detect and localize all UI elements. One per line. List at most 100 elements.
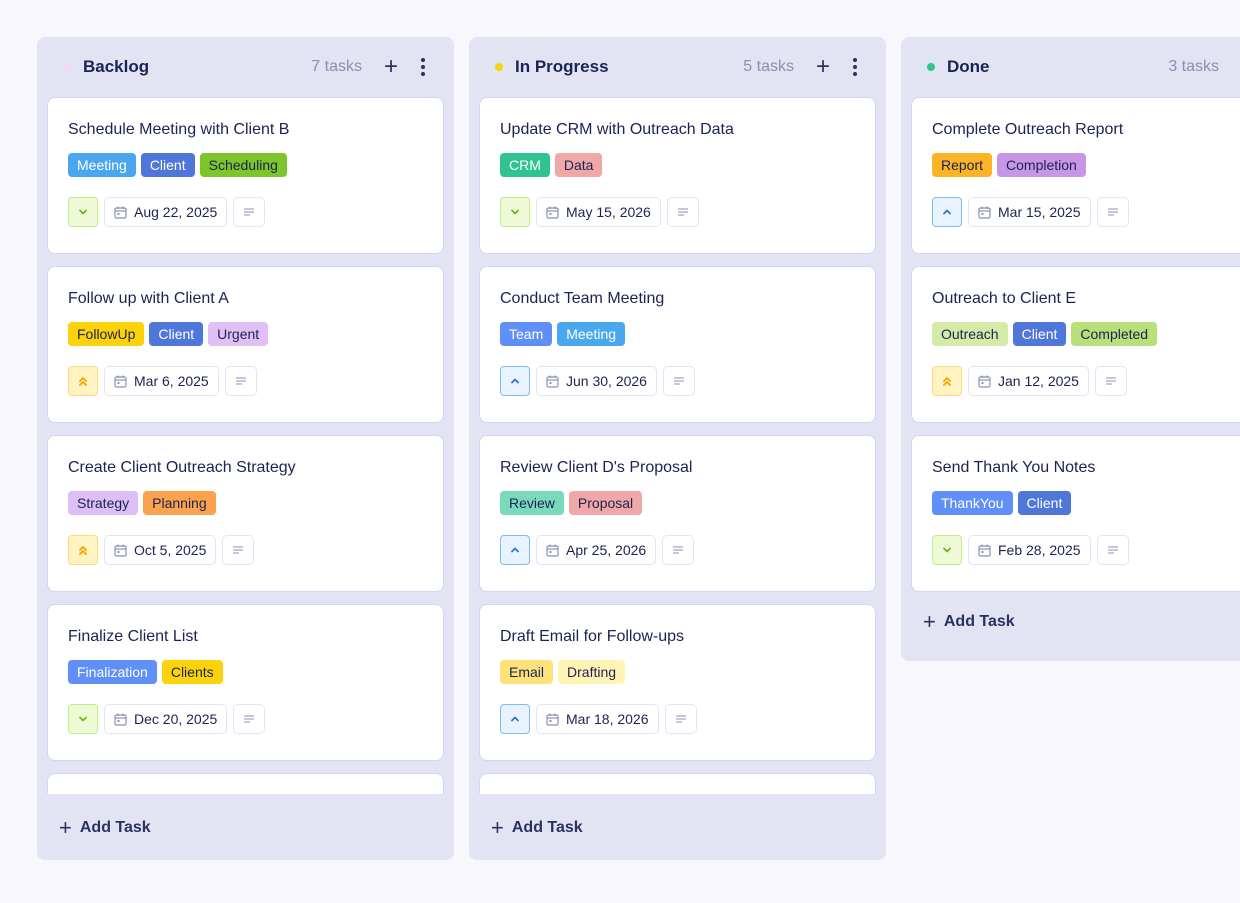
add-card-plus-icon[interactable]: + xyxy=(815,53,830,80)
priority-medium-double-chevron-icon xyxy=(943,377,951,386)
description-lines-icon xyxy=(244,715,255,723)
due-date-chip[interactable]: Oct 5, 2025 xyxy=(104,535,217,565)
tag-badge: Review xyxy=(500,491,564,515)
plus-icon: + xyxy=(491,815,504,840)
task-meta: Mar 15, 2025 xyxy=(932,197,1230,227)
description-button[interactable] xyxy=(666,197,699,227)
tag-list: Meeting Client Scheduling xyxy=(68,153,423,177)
task-card[interactable]: Review Client D's Proposal Review Proposa… xyxy=(479,435,876,592)
calendar-icon xyxy=(114,206,127,219)
priority-medium-double-chevron-icon xyxy=(79,546,87,555)
status-dot-icon xyxy=(927,63,935,71)
task-card[interactable]: Conduct Team Meeting Team Meeting Jun 30,… xyxy=(479,266,876,423)
description-button[interactable] xyxy=(664,704,697,734)
priority-high-chevron-icon xyxy=(511,716,519,722)
calendar-icon xyxy=(978,206,991,219)
task-card[interactable]: Schedule Meeting with Client B Meeting Cl… xyxy=(47,97,444,254)
due-date-chip[interactable]: Mar 6, 2025 xyxy=(104,366,219,396)
card-list: Update CRM with Outreach Data CRM Data Ma… xyxy=(469,97,886,794)
due-date-text: Jun 30, 2026 xyxy=(566,373,647,389)
priority-button[interactable] xyxy=(68,366,98,396)
more-options-icon[interactable] xyxy=(852,58,858,76)
due-date-chip[interactable]: Mar 15, 2025 xyxy=(968,197,1091,227)
tag-badge: Client xyxy=(149,322,204,346)
priority-button[interactable] xyxy=(932,535,962,565)
task-meta: Jan 12, 2025 xyxy=(932,366,1230,396)
description-lines-icon xyxy=(673,546,684,554)
task-card[interactable]: Finalize Client List Finalization Clients… xyxy=(47,604,444,761)
tag-list: Review Proposal xyxy=(500,491,855,515)
due-date-text: Apr 25, 2026 xyxy=(566,542,647,558)
column-title: Backlog xyxy=(83,57,150,76)
task-card[interactable]: Draft Email for Follow-ups Email Drafting… xyxy=(479,604,876,761)
description-button[interactable] xyxy=(233,197,266,227)
card-list: Schedule Meeting with Client B Meeting Cl… xyxy=(37,97,454,794)
tag-list: CRM Data xyxy=(500,153,855,177)
priority-button[interactable] xyxy=(500,535,530,565)
description-button[interactable] xyxy=(224,366,257,396)
due-date-text: Mar 6, 2025 xyxy=(134,373,209,389)
task-card[interactable]: Follow up with Client A FollowUp Client Ur… xyxy=(47,266,444,423)
description-button[interactable] xyxy=(233,704,266,734)
task-card[interactable]: Send Thank You Notes ThankYou Client Feb … xyxy=(911,435,1240,592)
status-dot-icon xyxy=(63,63,71,71)
priority-low-chevron-icon xyxy=(943,547,951,553)
task-card-partial[interactable] xyxy=(47,773,444,794)
priority-button[interactable] xyxy=(68,535,98,565)
due-date-chip[interactable]: Mar 18, 2026 xyxy=(536,704,659,734)
calendar-icon xyxy=(546,206,559,219)
task-meta: Mar 6, 2025 xyxy=(68,366,423,396)
priority-high-chevron-icon xyxy=(943,209,951,215)
add-task-button[interactable]: + Add Task xyxy=(901,592,1240,652)
priority-button[interactable] xyxy=(68,197,98,227)
priority-button[interactable] xyxy=(500,197,530,227)
description-button[interactable] xyxy=(1096,197,1129,227)
add-task-button[interactable]: + Add Task xyxy=(469,798,583,858)
tag-badge: CRM xyxy=(500,153,550,177)
description-button[interactable] xyxy=(1094,366,1127,396)
description-button[interactable] xyxy=(1096,535,1129,565)
priority-button[interactable] xyxy=(500,366,530,396)
task-title: Create Client Outreach Strategy xyxy=(68,459,296,476)
description-button[interactable] xyxy=(662,366,695,396)
column-header: In Progress 5 tasks + xyxy=(469,37,886,97)
description-button[interactable] xyxy=(222,535,255,565)
task-card[interactable]: Complete Outreach Report Report Completio… xyxy=(911,97,1240,254)
task-meta: Apr 25, 2026 xyxy=(500,535,855,565)
priority-button[interactable] xyxy=(932,366,962,396)
calendar-icon xyxy=(114,375,127,388)
due-date-chip[interactable]: Aug 22, 2025 xyxy=(104,197,228,227)
due-date-chip[interactable]: Jun 30, 2026 xyxy=(536,366,657,396)
add-task-button[interactable]: + Add Task xyxy=(37,798,151,858)
priority-button[interactable] xyxy=(500,704,530,734)
due-date-chip[interactable]: Dec 20, 2025 xyxy=(104,704,228,734)
tag-list: Outreach Client Completed xyxy=(932,322,1230,346)
priority-low-chevron-icon xyxy=(511,209,519,215)
description-lines-icon xyxy=(235,377,246,385)
task-title: Follow up with Client A xyxy=(68,290,229,307)
description-lines-icon xyxy=(233,546,244,554)
due-date-chip[interactable]: Jan 12, 2025 xyxy=(968,366,1089,396)
column-title: In Progress xyxy=(515,57,609,76)
task-card[interactable]: Create Client Outreach Strategy Strategy… xyxy=(47,435,444,592)
tag-badge: ThankYou xyxy=(932,491,1013,515)
due-date-chip[interactable]: May 15, 2026 xyxy=(536,197,661,227)
priority-button[interactable] xyxy=(68,704,98,734)
description-lines-icon xyxy=(673,377,684,385)
tag-list: Team Meeting xyxy=(500,322,855,346)
description-lines-icon xyxy=(1107,546,1118,554)
task-title: Update CRM with Outreach Data xyxy=(500,121,734,138)
due-date-chip[interactable]: Feb 28, 2025 xyxy=(968,535,1091,565)
task-card[interactable]: Update CRM with Outreach Data CRM Data Ma… xyxy=(479,97,876,254)
plus-icon: + xyxy=(923,609,936,634)
task-card[interactable]: Outreach to Client E Outreach Client Compl… xyxy=(911,266,1240,423)
priority-button[interactable] xyxy=(932,197,962,227)
tag-badge: Report xyxy=(932,153,993,177)
due-date-chip[interactable]: Apr 25, 2026 xyxy=(536,535,657,565)
description-button[interactable] xyxy=(662,535,695,565)
description-lines-icon xyxy=(675,715,686,723)
add-card-plus-icon[interactable]: + xyxy=(383,53,398,80)
tag-badge: Drafting xyxy=(558,660,626,684)
more-options-icon[interactable] xyxy=(420,58,426,76)
task-card-partial[interactable] xyxy=(479,773,876,794)
